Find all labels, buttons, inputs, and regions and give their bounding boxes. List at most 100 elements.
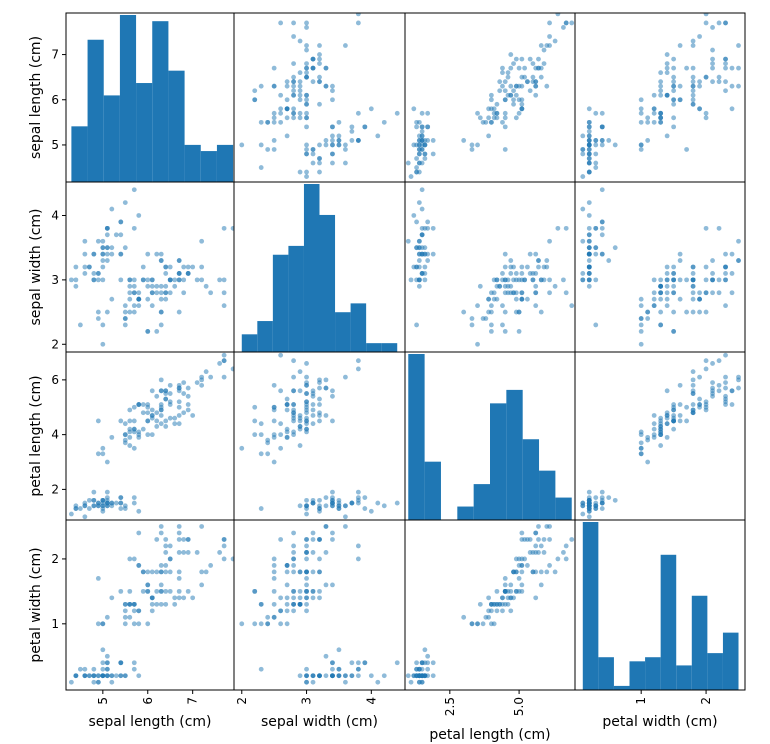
scatter-point	[419, 187, 425, 193]
scatter-point	[500, 83, 505, 89]
scatter-point	[271, 83, 277, 89]
scatter-point	[530, 74, 536, 80]
scatter-point	[461, 614, 467, 620]
scatter-point	[497, 601, 503, 607]
scatter-point	[671, 418, 677, 424]
scatter-point	[100, 666, 106, 672]
scatter-point	[638, 445, 644, 451]
scatter-point	[703, 290, 709, 296]
scatter-point	[104, 232, 110, 238]
scatter-point	[430, 251, 436, 257]
scatter-point	[291, 110, 296, 116]
scatter-point	[513, 296, 519, 302]
scatter-point	[408, 679, 414, 685]
scatter-point	[330, 673, 335, 679]
scatter-point	[461, 138, 467, 143]
scatter-point	[586, 106, 592, 112]
scatter-point	[533, 530, 539, 536]
scatter-point	[284, 434, 290, 440]
scatter-point	[77, 506, 83, 511]
histogram-bar	[645, 657, 661, 690]
scatter-point	[122, 303, 128, 309]
scatter-point	[95, 451, 101, 457]
scatter-point	[297, 369, 303, 375]
scatter-point	[541, 61, 547, 67]
scatter-point	[104, 489, 110, 495]
scatter-point	[343, 673, 348, 679]
scatter-point	[513, 56, 519, 62]
scatter-point	[145, 432, 151, 438]
scatter-point	[414, 165, 419, 170]
scatter-point	[297, 88, 303, 94]
scatter-point	[258, 506, 264, 511]
scatter-point	[349, 124, 355, 130]
scatter-point	[208, 563, 214, 568]
scatter-point	[317, 142, 322, 148]
scatter-point	[677, 382, 683, 388]
scatter-point	[297, 388, 303, 394]
scatter-point	[541, 264, 547, 270]
scatter-point	[586, 271, 592, 276]
scatter-point	[502, 283, 508, 289]
scatter-point	[140, 569, 146, 575]
scatter-point	[690, 296, 696, 302]
scatter-point	[323, 653, 329, 659]
scatter-point	[422, 245, 428, 251]
scatter-point	[221, 543, 227, 549]
scatter-point	[697, 396, 702, 402]
scatter-point	[684, 65, 690, 71]
scatter-point	[258, 165, 264, 170]
scatter-point	[297, 595, 303, 601]
scatter-point	[430, 673, 436, 679]
scatter-point	[297, 418, 303, 424]
scatter-point	[422, 277, 428, 283]
scatter-point	[638, 106, 644, 112]
scatter-point	[651, 106, 657, 112]
scatter-point	[494, 588, 500, 594]
scatter-point	[419, 124, 425, 130]
scatter-point	[530, 569, 536, 575]
scatter-point	[362, 124, 368, 130]
scatter-point	[145, 328, 151, 334]
scatter-point	[519, 264, 525, 270]
scatter-point	[723, 393, 728, 399]
scatter-point	[703, 225, 709, 231]
scatter-point	[541, 550, 547, 555]
scatter-point	[522, 556, 528, 562]
scatter-point	[145, 251, 151, 257]
scatter-point	[349, 128, 355, 134]
scatter-point	[343, 142, 348, 148]
scatter-point	[271, 138, 277, 143]
panel-sepal-width-vs-sepal-length	[68, 187, 234, 347]
scatter-point	[122, 316, 128, 321]
scatter-point	[158, 322, 164, 328]
scatter-point	[723, 271, 728, 276]
scatter-point	[355, 660, 361, 666]
scatter-point	[723, 20, 728, 26]
scatter-point	[317, 101, 322, 107]
scatter-point	[100, 238, 106, 244]
scatter-point	[547, 563, 552, 568]
scatter-point	[563, 543, 569, 549]
scatter-point	[163, 588, 169, 594]
scatter-point	[172, 595, 178, 601]
scatter-point	[176, 277, 182, 283]
scatter-point	[710, 47, 715, 53]
scatter-point	[297, 110, 303, 116]
scatter-point	[561, 550, 566, 555]
scatter-point	[145, 621, 151, 627]
scatter-point	[716, 277, 722, 283]
scatter-point	[167, 290, 173, 296]
scatter-point	[586, 283, 592, 289]
scatter-point	[638, 110, 644, 116]
scatter-point	[304, 556, 309, 562]
scatter-point	[416, 151, 422, 157]
scatter-point	[511, 569, 516, 575]
scatter-point	[252, 404, 258, 410]
scatter-point	[586, 169, 592, 175]
scatter-point	[208, 374, 214, 380]
scatter-point	[271, 115, 277, 121]
scatter-point	[167, 277, 173, 283]
scatter-point	[530, 61, 536, 67]
scatter-point	[416, 200, 422, 206]
